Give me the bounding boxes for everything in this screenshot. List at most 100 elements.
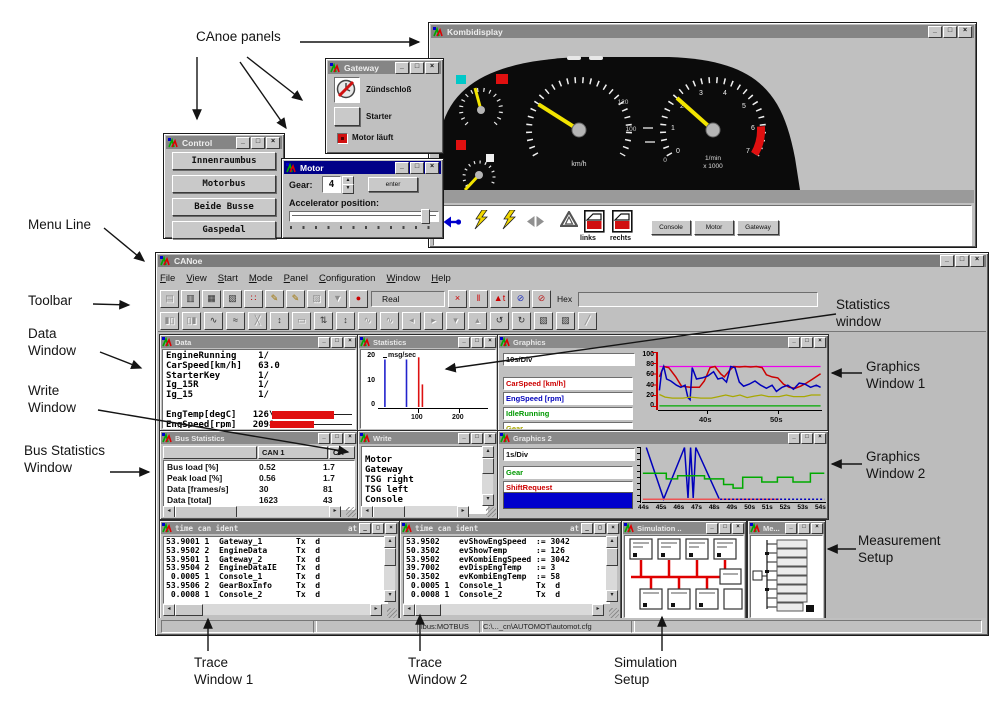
menu-item[interactable]: File — [160, 273, 176, 284]
minimize-button[interactable]: _ — [581, 522, 593, 534]
beide-busse-button[interactable]: Beide Busse — [172, 198, 276, 216]
stop-measurement-button[interactable]: × — [448, 290, 467, 308]
minimize-button[interactable]: _ — [788, 432, 800, 444]
trace-row[interactable]: 53.9501 1 Gateway_2 Tx d — [166, 554, 321, 564]
minimize-button[interactable]: _ — [928, 25, 942, 38]
trace2-titlebar[interactable]: time can ident at _ □ × — [401, 522, 620, 534]
minimize-button[interactable]: _ — [318, 336, 330, 348]
symbolic-names-button[interactable]: ⊘ — [511, 290, 530, 308]
statistics-titlebar[interactable]: Statistics _ □ × — [359, 336, 497, 348]
signal-engspeed[interactable]: EngSpeed [rpm] — [503, 392, 633, 405]
close-button[interactable]: × — [344, 336, 356, 348]
vertical-scrollbar[interactable]: ▴ ▾ — [606, 536, 618, 602]
maximize-button[interactable]: □ — [471, 336, 483, 348]
resize-grip[interactable] — [486, 507, 496, 517]
print-button[interactable]: ▤ — [160, 290, 179, 308]
undo-zoom-button[interactable]: ↺ — [490, 312, 509, 330]
ignition-lock-indicator[interactable] — [334, 77, 360, 103]
zoom-y-button[interactable]: ↕ — [270, 312, 289, 330]
prev-signal-button[interactable]: ∿ — [358, 312, 377, 330]
generator-block-button[interactable]: ▨ — [307, 290, 326, 308]
time-div-field[interactable]: 1s/Div — [503, 448, 635, 461]
maximize-button[interactable]: □ — [410, 61, 424, 74]
menu-item[interactable]: Panel — [283, 273, 308, 284]
redo-zoom-button[interactable]: ↻ — [512, 312, 531, 330]
minimize-button[interactable]: _ — [395, 161, 409, 174]
menu-item[interactable]: View — [186, 273, 207, 284]
maximize-button[interactable]: □ — [471, 432, 483, 444]
maximize-button[interactable]: □ — [955, 255, 969, 267]
trace-row[interactable]: 0.0008 1 Console_2 Tx d — [166, 589, 321, 599]
trigger-button[interactable]: ▲t — [490, 290, 509, 308]
horizontal-scrollbar[interactable]: ◂ ▸ — [361, 506, 469, 517]
motorbus-button[interactable]: Motorbus — [172, 175, 276, 193]
motor-running-checkbox[interactable] — [337, 133, 348, 144]
trace-row[interactable]: 53.9001 1 Gateway_1 Tx d — [166, 537, 321, 546]
scroll-up-button[interactable]: ▴ — [468, 312, 487, 330]
cursor-button[interactable]: ▨ — [556, 312, 575, 330]
trace-row[interactable]: 53.9502 evShowEngSpeed := 3042 — [406, 537, 570, 546]
time-div-field[interactable]: 10s/Div — [503, 353, 635, 366]
close-button[interactable]: × — [425, 161, 439, 174]
signal-gear[interactable]: Gear — [503, 422, 633, 429]
zoom-box-button[interactable]: ▭ — [292, 312, 311, 330]
gateway-titlebar[interactable]: Gateway _ □ × — [328, 61, 441, 74]
gear-down-button[interactable]: ▼ — [342, 184, 354, 194]
main-titlebar[interactable]: CANoe _ □ × — [158, 255, 986, 267]
write-titlebar[interactable]: Write _ □ × — [359, 432, 497, 444]
filter-button[interactable]: ▼ — [328, 290, 347, 308]
minimize-button[interactable]: _ — [788, 336, 800, 348]
maximize-button[interactable]: □ — [331, 336, 343, 348]
start-measurement-button[interactable]: ● — [349, 290, 368, 308]
maximize-button[interactable]: □ — [251, 136, 265, 149]
edit-panel-button[interactable]: ✎ — [286, 290, 305, 308]
stat-bar-button[interactable]: ▮▯ — [160, 312, 179, 330]
horizontal-scrollbar[interactable]: ◂ ▸ — [403, 604, 604, 616]
accelerator-slider[interactable] — [289, 209, 439, 224]
close-button[interactable]: × — [425, 61, 439, 74]
close-button[interactable]: × — [344, 432, 356, 444]
slope-button[interactable]: ╱ — [578, 312, 597, 330]
close-button[interactable]: × — [814, 432, 826, 444]
stat-bar2-button[interactable]: ▯▮ — [182, 312, 201, 330]
options-button[interactable]: ▧ — [223, 290, 242, 308]
close-button[interactable]: × — [811, 522, 823, 534]
maximize-button[interactable]: □ — [943, 25, 957, 38]
resize-grip[interactable] — [387, 608, 397, 618]
horizontal-scrollbar[interactable]: ◂ ▸ — [163, 506, 341, 517]
trace-row[interactable]: 53.9504 2 EngineDataIE Tx d — [166, 563, 321, 573]
save-config-button[interactable]: ▦ — [202, 290, 221, 308]
curves-button[interactable]: ≈ — [226, 312, 245, 330]
minimize-button[interactable]: _ — [458, 336, 470, 348]
maximize-button[interactable]: □ — [719, 522, 731, 534]
minimize-button[interactable]: _ — [940, 255, 954, 267]
mode-field[interactable]: Real — [371, 291, 445, 307]
scroll-down-button[interactable]: ▾ — [446, 312, 465, 330]
minimize-button[interactable]: _ — [236, 136, 250, 149]
menu-item[interactable]: Start — [217, 273, 238, 284]
minimize-button[interactable]: _ — [318, 432, 330, 444]
close-button[interactable]: × — [814, 336, 826, 348]
menu-item[interactable]: Mode — [248, 273, 273, 284]
close-button[interactable]: × — [484, 336, 496, 348]
maximize-button[interactable]: □ — [372, 522, 384, 534]
maximize-button[interactable]: □ — [331, 432, 343, 444]
bus-statistics-titlebar[interactable]: Bus Statistics _ □ × — [161, 432, 357, 444]
column-header[interactable]: CA — [329, 446, 355, 459]
column-header[interactable]: CAN 1 — [258, 446, 328, 459]
zoom-x-button[interactable]: ╳ — [248, 312, 267, 330]
trace-row[interactable]: 0.0008 1 Console_2 Tx d — [406, 589, 561, 599]
minimize-button[interactable]: _ — [458, 432, 470, 444]
measure-marker-button[interactable]: ▧ — [534, 312, 553, 330]
slider-thumb[interactable] — [421, 209, 430, 224]
maximize-button[interactable]: □ — [801, 336, 813, 348]
trace-row[interactable]: 53.9502 2 EngineData Tx d — [166, 545, 321, 555]
measurement-titlebar[interactable]: Me... _ □ × — [749, 522, 824, 534]
starter-button[interactable] — [334, 107, 360, 126]
graphics2-titlebar[interactable]: Graphics 2 _ □ × — [499, 432, 827, 444]
signal-gear[interactable]: Gear — [503, 466, 633, 479]
selected-signal-box[interactable] — [503, 492, 633, 509]
scroll-right-button[interactable]: ▸ — [424, 312, 443, 330]
pause-button[interactable]: ‖ — [469, 290, 488, 308]
horizontal-scrollbar[interactable]: ◂ ▸ — [163, 604, 382, 616]
